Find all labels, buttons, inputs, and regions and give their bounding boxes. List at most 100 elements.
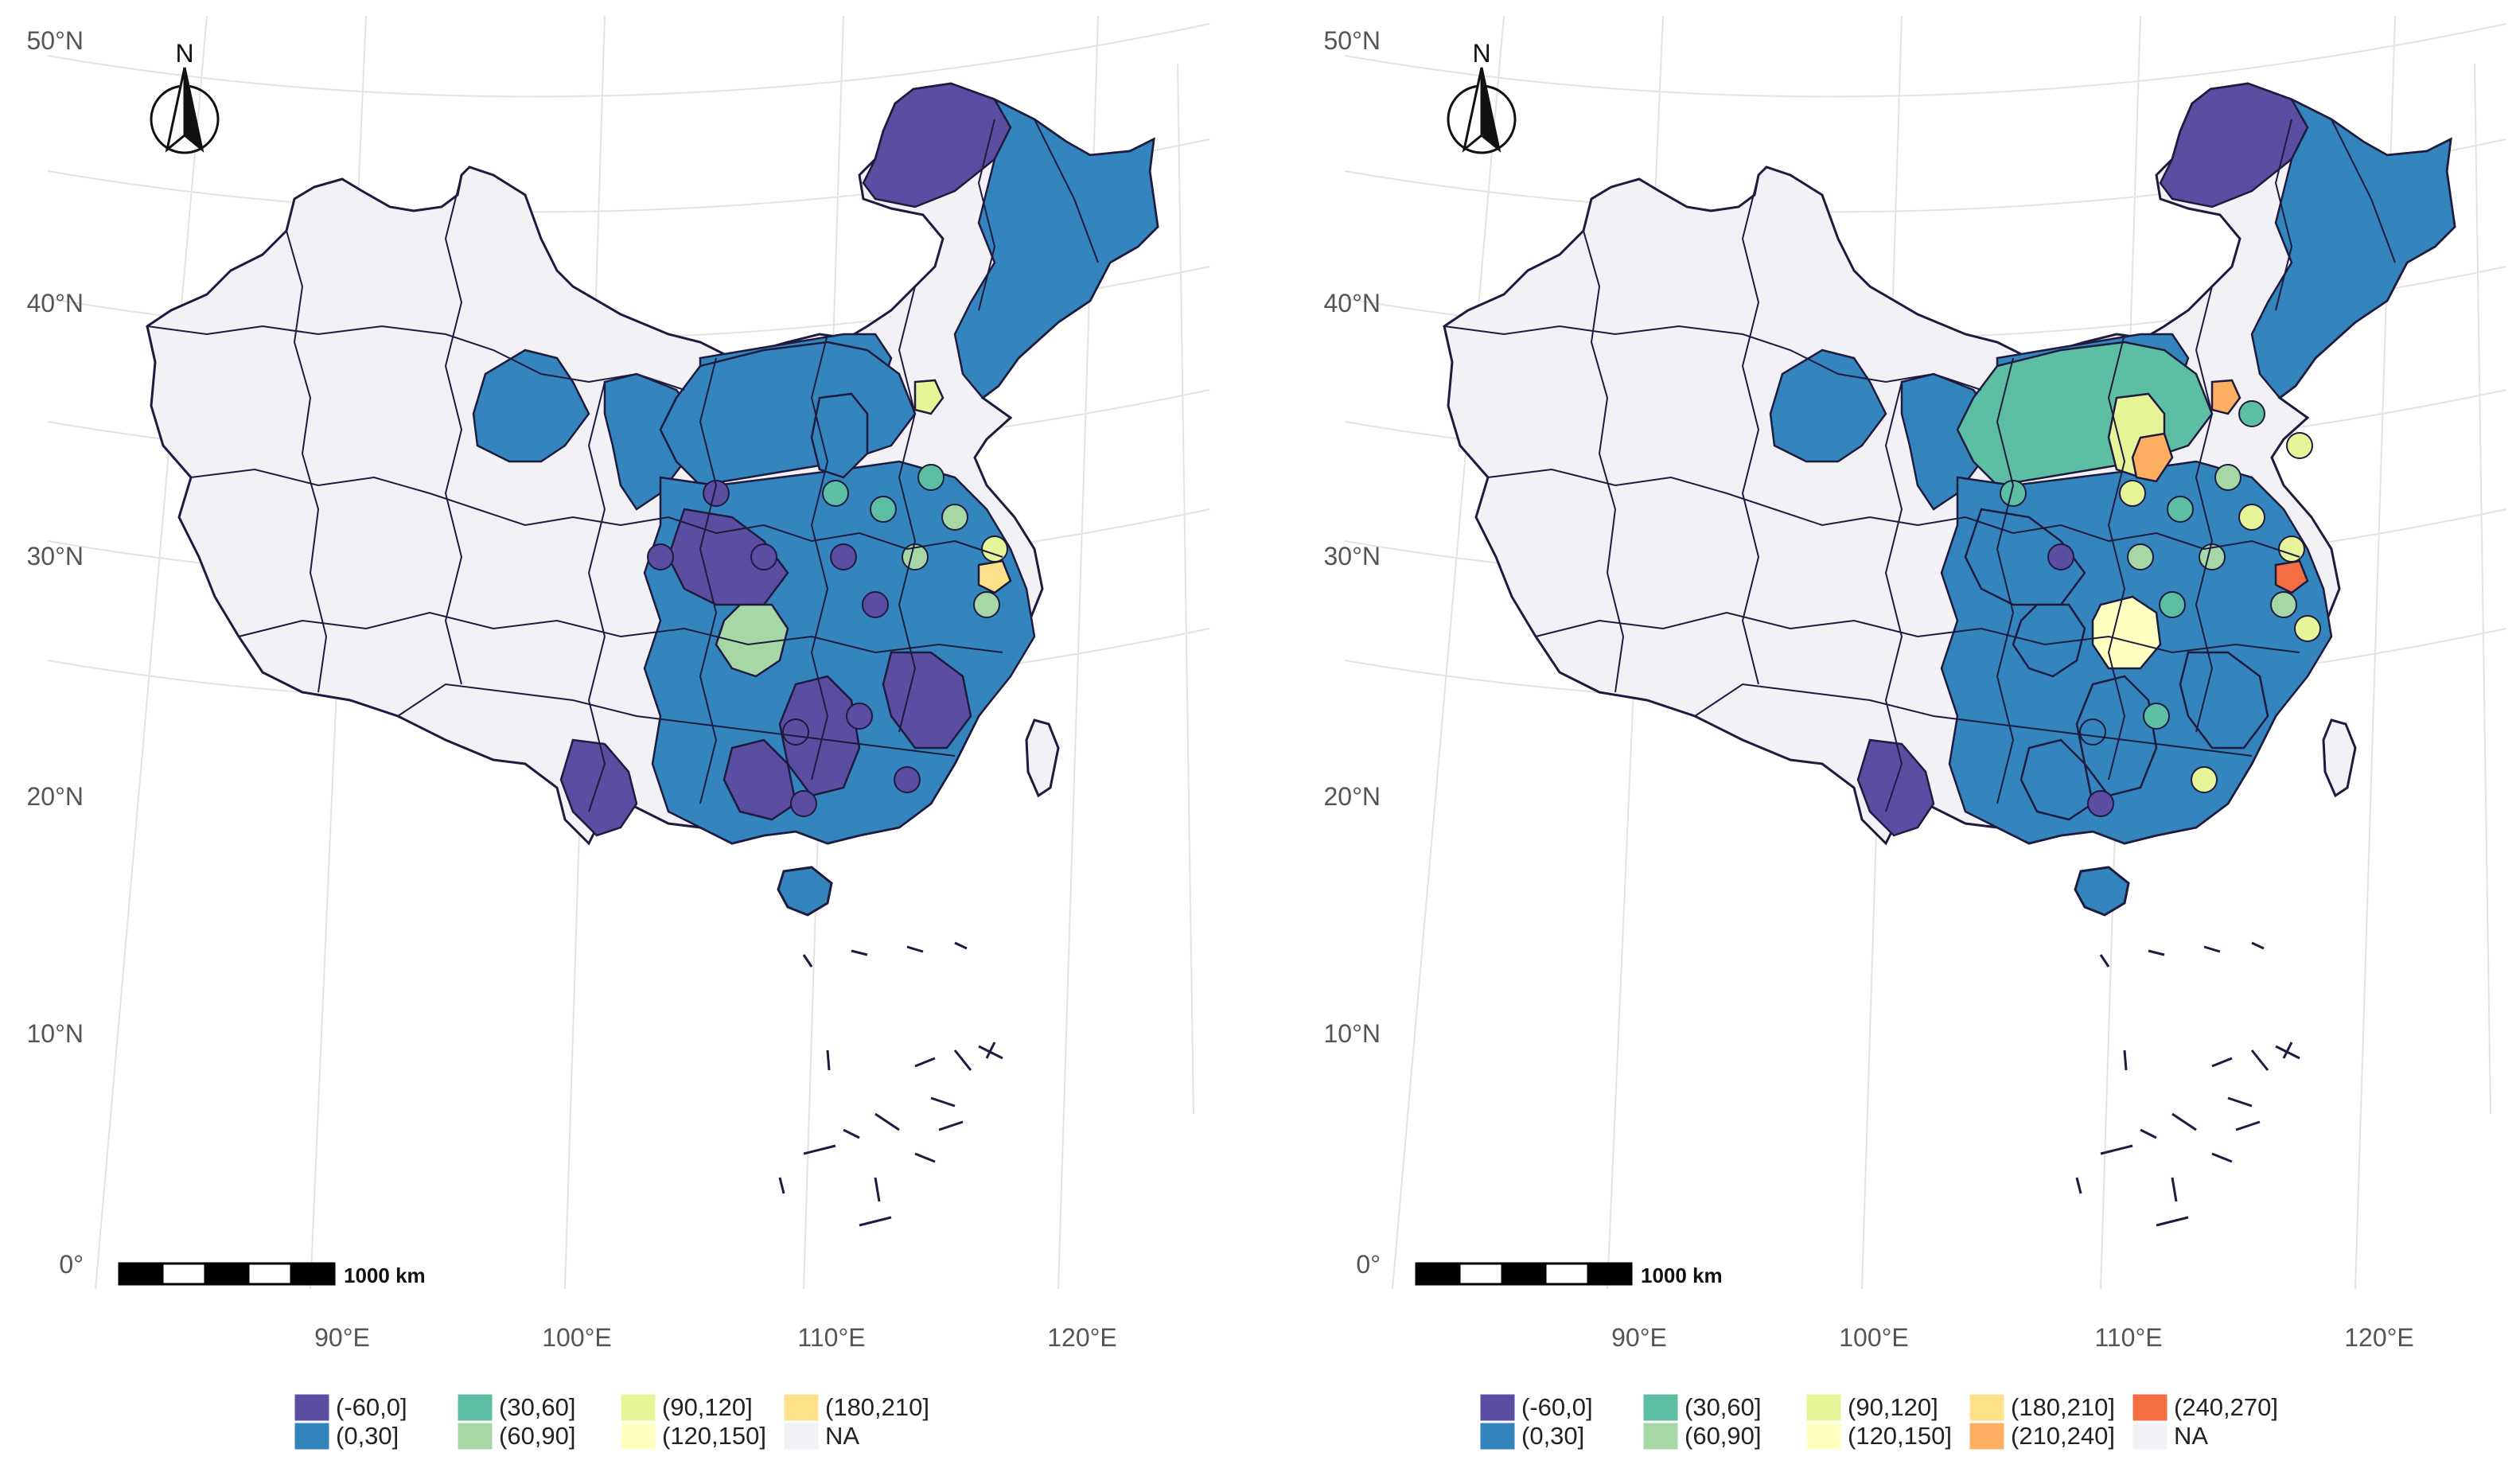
legend-label: (120,150]: [1848, 1422, 1952, 1450]
scale-bar-segment: [1587, 1262, 1633, 1286]
latitude-label: 50°N: [27, 26, 84, 55]
prefecture-region: [2214, 464, 2242, 491]
islet: [2251, 941, 2265, 950]
region-hubei-yellow: [2091, 595, 2162, 670]
latitude-label: 0°: [1356, 1250, 1381, 1279]
longitude-gridline: [1392, 15, 1505, 1290]
legend-label: (30,60]: [1685, 1393, 1762, 1421]
latitude-gridline: [1344, 23, 2507, 98]
legend-swatch: [1479, 1422, 1516, 1450]
islet: [803, 1144, 836, 1155]
prefecture-region: [2278, 535, 2305, 563]
north-arrow-left-half: [165, 67, 186, 153]
prefecture-region: [2047, 543, 2074, 570]
islet: [874, 1112, 900, 1131]
prefecture-region: [2119, 480, 2146, 507]
islet: [2156, 1216, 2189, 1227]
prefecture-region: [870, 496, 897, 523]
latitude-label: 20°N: [27, 782, 84, 811]
prefecture-region: [941, 504, 968, 531]
prefecture-region: [981, 535, 1008, 563]
latitude-label: 40°N: [1324, 289, 1381, 317]
prefecture-region: [703, 480, 730, 507]
prefecture-region: [894, 766, 921, 793]
prefecture-region: [2167, 496, 2194, 523]
islet: [874, 1177, 881, 1202]
north-arrow-left-half: [1462, 67, 1483, 153]
scale-bar-segment: [1501, 1262, 1547, 1286]
legend-label: (0,30]: [336, 1422, 399, 1450]
legend-label: (-60,0]: [1521, 1393, 1593, 1421]
legend-swatch: [1642, 1393, 1679, 1422]
islet: [2235, 1120, 2261, 1131]
islet: [2171, 1112, 2197, 1131]
legend-label: (90,120]: [1848, 1393, 1938, 1421]
islet: [859, 1216, 892, 1227]
latitude-label: 40°N: [27, 289, 84, 317]
prefecture-region: [2000, 480, 2027, 507]
longitude-label: 100°E: [542, 1323, 612, 1352]
latitude-label: 10°N: [27, 1019, 84, 1048]
prefecture-region: [790, 790, 817, 817]
longitude-gridline: [1177, 63, 1194, 1115]
legend-label: NA: [825, 1422, 859, 1450]
map-panel-right: 50°N 40°N 30°N 20°N 10°N 0° 90°E 100°E 110°E 120°…: [1324, 15, 2507, 1450]
latitude-label: 50°N: [1324, 26, 1381, 55]
prefecture-region: [822, 480, 849, 507]
north-label: N: [175, 39, 193, 68]
legend-swatch: [294, 1422, 330, 1450]
islet: [2211, 1152, 2233, 1163]
legend: (-60,0](0,30] (30,60](60,90] (90,120](120,…: [1479, 1393, 2278, 1450]
prefecture-region: [2286, 432, 2313, 459]
legend: (-60,0](0,30] (30,60](60,90] (90,120](120,…: [294, 1393, 929, 1450]
legend-label: (210,240]: [2011, 1422, 2115, 1450]
longitude-gridline: [95, 15, 208, 1290]
islet: [2227, 1096, 2253, 1108]
islet: [2203, 945, 2221, 953]
prefecture-region: [2079, 718, 2106, 746]
islet: [778, 1177, 785, 1194]
islet: [930, 1096, 956, 1108]
legend-swatch: [457, 1422, 493, 1450]
legend-label: (30,60]: [499, 1393, 576, 1421]
islet: [985, 1042, 996, 1059]
north-arrow-right-half: [183, 67, 204, 153]
legend-swatch: [1969, 1393, 2005, 1422]
islet: [2099, 954, 2110, 968]
longitude-label: 100°E: [1839, 1323, 1909, 1352]
prefecture-region: [2238, 504, 2265, 531]
prefecture-region: [750, 543, 777, 570]
prefecture-region: [2270, 591, 2297, 618]
islet: [914, 1057, 936, 1068]
latitude-label: 0°: [59, 1250, 84, 1279]
legend-label: (120,150]: [662, 1422, 766, 1450]
map-panel-left: 50°N 40°N 30°N 20°N 10°N 0° 90°E 100°E 110°E 120°…: [27, 15, 1210, 1450]
islet: [906, 945, 924, 953]
islet: [802, 954, 813, 968]
longitude-label: 90°E: [1611, 1323, 1667, 1352]
islet: [2211, 1057, 2233, 1068]
china-map: [146, 82, 1159, 1227]
prefecture-region: [2143, 703, 2170, 730]
prefecture-region: [2127, 543, 2154, 570]
islet: [2282, 1042, 2293, 1059]
longitude-label: 120°E: [1047, 1323, 1117, 1352]
scale-bar-segment: [247, 1262, 293, 1286]
prefecture-region: [846, 703, 873, 730]
longitude-label: 110°E: [797, 1323, 865, 1352]
south-china-sea-islands: [2075, 941, 2300, 1227]
scale-bar-segment: [290, 1262, 336, 1286]
islet: [2250, 1049, 2269, 1071]
latitude-label: 30°N: [27, 542, 84, 570]
islet: [843, 1128, 860, 1139]
islet: [2148, 949, 2165, 956]
legend-swatch: [1805, 1422, 1842, 1450]
prefecture-region: [2238, 400, 2265, 427]
legend-label: (180,210]: [825, 1393, 929, 1421]
legend-label: (180,210]: [2011, 1393, 2115, 1421]
scale-bar: 1000 km: [1415, 1262, 1723, 1287]
longitude-label: 110°E: [2094, 1323, 2162, 1352]
islet: [2075, 1177, 2082, 1194]
legend-swatch: [783, 1393, 820, 1422]
